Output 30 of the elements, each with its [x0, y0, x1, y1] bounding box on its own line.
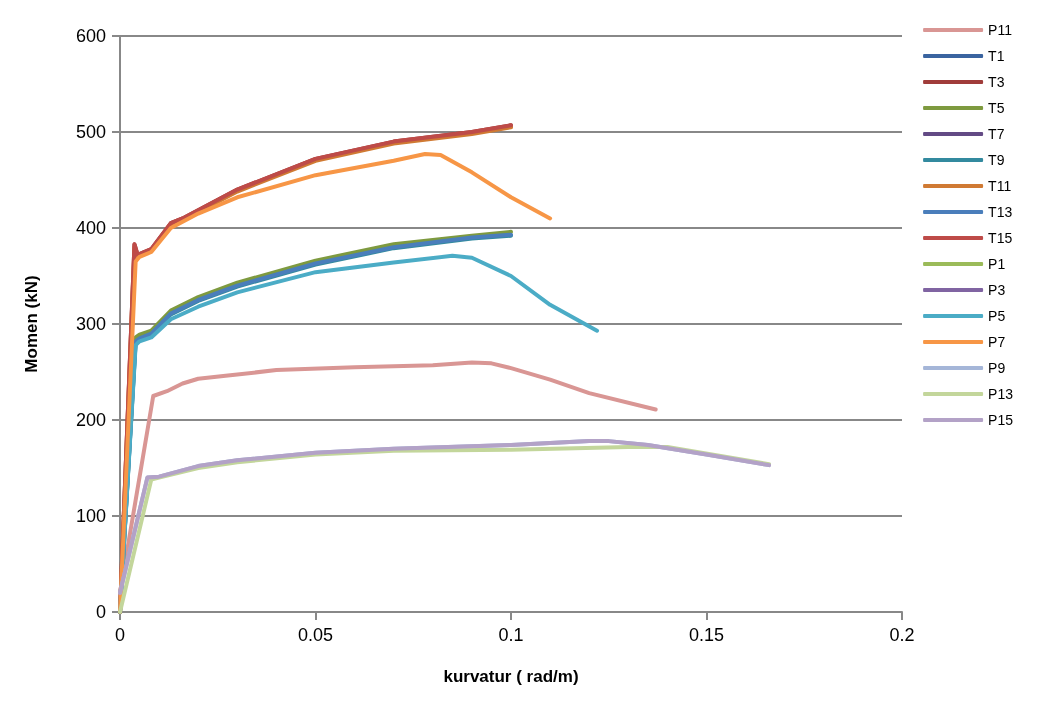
legend-label: P7: [988, 334, 1006, 350]
y-axis-title: Momen (kN): [22, 275, 41, 373]
legend-label: T9: [988, 152, 1005, 168]
legend-label: T5: [988, 100, 1005, 116]
legend-label: P13: [988, 386, 1014, 402]
legend-label: T7: [988, 126, 1005, 142]
legend-label: T13: [988, 204, 1013, 220]
legend-label: P3: [988, 282, 1006, 298]
x-tick-label: 0: [114, 625, 126, 645]
legend-label: T11: [988, 178, 1012, 194]
y-tick-label: 600: [75, 26, 106, 46]
legend-label: T15: [988, 230, 1013, 246]
x-tick-label: 0.15: [688, 625, 725, 645]
legend-label: P9: [988, 360, 1006, 376]
y-tick-label: 100: [75, 506, 106, 526]
y-tick-label: 0: [95, 602, 106, 622]
x-tick-label: 0.1: [498, 625, 524, 645]
x-tick-label: 0.2: [889, 625, 915, 645]
legend-label: P15: [988, 412, 1014, 428]
y-tick-label: 500: [75, 122, 106, 142]
y-tick-label: 200: [75, 410, 106, 430]
x-tick-label: 0.05: [297, 625, 334, 645]
y-tick-label: 400: [75, 218, 106, 238]
legend-label: P1: [988, 256, 1006, 272]
x-axis-title: kurvatur ( rad/m): [443, 667, 579, 686]
legend-label: T3: [988, 74, 1005, 90]
legend-label: P5: [988, 308, 1006, 324]
legend-label: T1: [988, 48, 1005, 64]
y-tick-label: 300: [75, 314, 106, 334]
legend-label: P11: [988, 22, 1013, 38]
